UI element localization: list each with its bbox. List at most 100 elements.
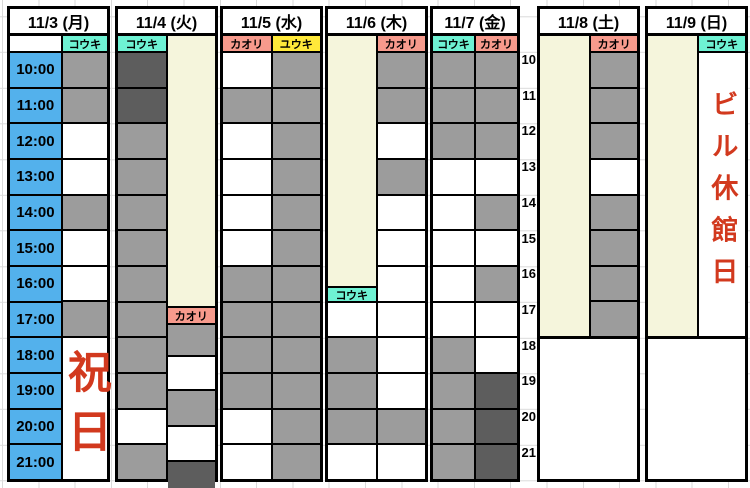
time-label: 14:00	[10, 195, 61, 230]
staff-name-header: コウキ	[433, 36, 474, 51]
shift-cell	[62, 124, 107, 158]
shift-cell	[476, 374, 517, 408]
offset-shift-column: コウキ	[328, 36, 376, 479]
time-label: 21:00	[10, 445, 61, 480]
shift-cell	[118, 374, 166, 408]
shift-cell	[591, 159, 637, 194]
shift-cell	[167, 357, 215, 389]
day-table-wed: 11/5 (水) カオリ ユウキ	[220, 6, 323, 482]
row-number: 11	[522, 87, 536, 103]
staff-name-header: コウキ	[698, 36, 745, 51]
staff-name-header: カオリ	[167, 308, 215, 323]
shift-cell	[377, 195, 425, 230]
shift-cell	[377, 445, 425, 480]
table-body: コウキ カオリ	[328, 36, 425, 480]
shift-cell	[433, 302, 474, 337]
shift-column: カオリ	[223, 36, 271, 480]
time-column-header	[10, 36, 61, 51]
shift-cell	[433, 338, 474, 373]
staff-name-header: カオリ	[377, 36, 425, 51]
shift-cell	[272, 53, 320, 87]
shift-cell	[433, 374, 474, 408]
shift-cell	[377, 231, 425, 266]
shift-cell	[476, 53, 517, 87]
shift-cell	[476, 231, 517, 266]
shift-cell	[377, 53, 425, 87]
staff-name-header: コウキ	[62, 36, 107, 51]
day-table-tue: 11/4 (火) コウキ カオリ	[115, 6, 218, 488]
shift-cell	[223, 409, 271, 444]
shift-cell	[62, 53, 107, 87]
shift-cell	[328, 374, 376, 408]
shift-cell	[272, 409, 320, 444]
shift-column: カオリ	[476, 36, 517, 480]
shift-cell	[377, 160, 425, 194]
shift-cell	[476, 445, 517, 480]
shift-cell	[476, 409, 517, 444]
shift-cell	[476, 195, 517, 230]
shift-column: コウキ	[118, 36, 166, 480]
row-number: 13	[521, 159, 536, 175]
shift-cell	[328, 445, 376, 479]
shift-cell	[223, 88, 271, 123]
shift-cell	[328, 303, 376, 336]
shift-cell	[476, 88, 517, 123]
row-number: 15	[521, 230, 536, 246]
shift-cell	[476, 338, 517, 373]
shift-cell	[377, 338, 425, 373]
shift-cell	[272, 160, 320, 194]
shift-cell	[272, 338, 320, 373]
shift-cell	[476, 160, 517, 194]
closed-hours-block	[540, 36, 590, 336]
shift-cell	[591, 195, 637, 230]
staff-name-header: カオリ	[591, 36, 637, 51]
shift-cell	[433, 124, 474, 159]
shift-cell	[433, 53, 474, 87]
table-body: カオリ	[540, 36, 637, 479]
shift-cell	[118, 338, 166, 373]
time-label: 12:00	[10, 124, 61, 159]
split-body: コウキ ビル休館日	[648, 36, 745, 479]
shift-cell	[328, 410, 376, 443]
empty-evening-block	[540, 339, 637, 479]
row-number: 17	[521, 301, 536, 317]
shift-cell	[118, 124, 166, 159]
time-label: 10:00	[10, 53, 61, 87]
shift-cell	[272, 88, 320, 123]
empty-evening-block	[648, 339, 745, 479]
shift-cell	[62, 195, 107, 230]
shift-cell	[272, 124, 320, 159]
closed-hours-block	[648, 36, 697, 336]
row-number: 21	[521, 444, 536, 460]
shift-column: コウキ 祝日	[61, 36, 110, 479]
shift-column: コウキ ビル休館日	[698, 36, 745, 336]
shift-cell	[591, 302, 637, 336]
shift-cell	[223, 160, 271, 194]
shift-cell	[433, 160, 474, 194]
shift-cell	[118, 302, 166, 337]
shift-cell	[433, 195, 474, 230]
shift-cell	[223, 53, 271, 87]
date-header: 11/5 (水)	[223, 9, 320, 33]
staff-name-header: ユウキ	[272, 36, 320, 51]
shift-column: ユウキ	[272, 36, 320, 480]
shift-cell	[272, 267, 320, 301]
table-body: カオリ ユウキ	[223, 36, 320, 480]
shift-cell	[118, 53, 166, 87]
shift-cell	[272, 302, 320, 337]
time-label: 19:00	[10, 374, 61, 408]
shift-cell	[118, 409, 166, 444]
shift-cell	[591, 53, 637, 87]
shift-cell	[62, 88, 107, 123]
shift-cell	[167, 36, 215, 306]
time-label: 17:00	[10, 302, 61, 337]
shift-cell	[377, 374, 425, 408]
shift-cell	[118, 195, 166, 230]
shift-cell	[118, 231, 166, 266]
shift-cell	[272, 374, 320, 408]
row-number: 19	[521, 373, 536, 389]
shift-cell	[223, 338, 271, 373]
row-number: 18	[521, 337, 536, 353]
shift-cell	[62, 302, 107, 336]
shift-cell	[377, 124, 425, 159]
